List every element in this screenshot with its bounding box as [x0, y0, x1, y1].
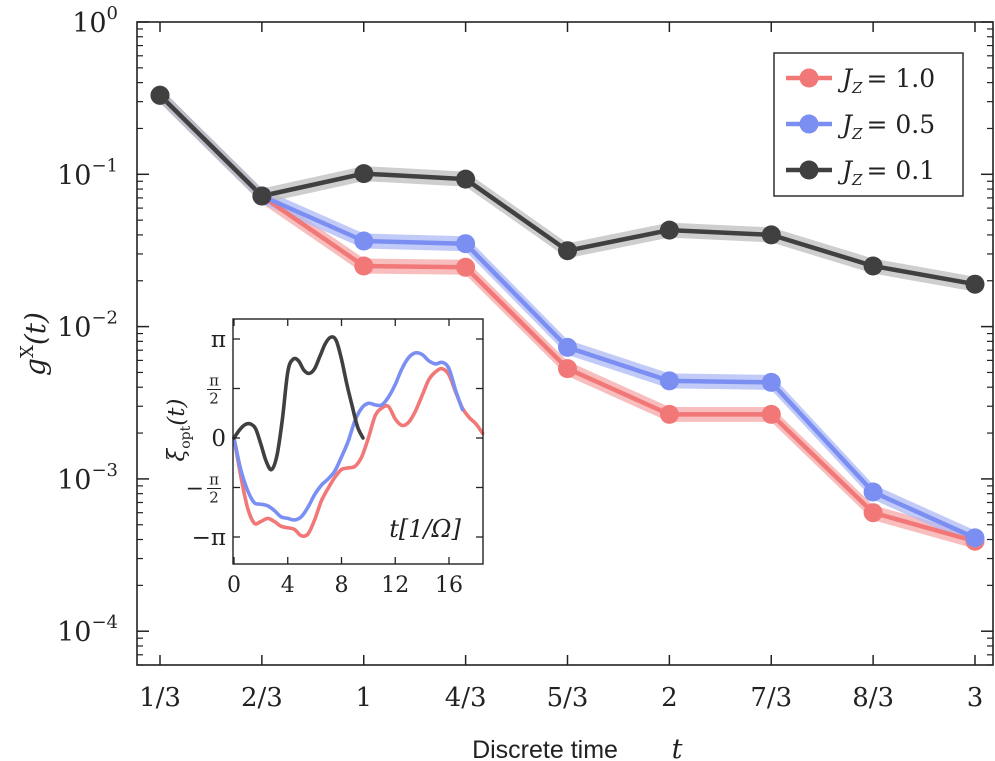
- legend-marker-0: [799, 68, 819, 88]
- series-1-point-2: [354, 231, 374, 251]
- series-1-point-8: [965, 528, 985, 548]
- inset-frame: [232, 318, 484, 565]
- series-0-point-4: [558, 359, 577, 379]
- series-0-point-6: [761, 404, 781, 424]
- x-tick-label-3: 4/3: [445, 683, 487, 713]
- inset-y-label: ξopt(t): [164, 399, 194, 462]
- inset-y-tick-label-0: π: [211, 327, 226, 353]
- inset-y-tick-num-1: π: [209, 371, 219, 389]
- inset-y-tick-label-3: π2−: [186, 471, 221, 507]
- legend-label-1: JZ = 0.5: [837, 110, 935, 143]
- main-y-ticks: 100 10−1 10−2 10−3 10−4: [57, 3, 993, 666]
- inset-x-tick-label-3: 12: [381, 573, 409, 598]
- legend-items: JZ = 1.0 JZ = 0.5 JZ = 0.1: [786, 64, 935, 189]
- series-2-point-4: [558, 241, 577, 261]
- x-tick-label-4: 5/3: [547, 683, 589, 713]
- inset-x-ticks: 0 4 8 12 16: [227, 319, 463, 598]
- inset-y-tick-den-1: 2: [209, 389, 219, 407]
- series-2-point-6: [761, 225, 781, 245]
- x-tick-label-5: 2: [661, 683, 678, 713]
- legend-marker-1: [799, 114, 819, 134]
- series-1-point-6: [761, 372, 781, 392]
- inset-lines: [232, 335, 485, 539]
- x-tick-label-6: 7/3: [750, 683, 792, 713]
- legend-label-0: JZ = 1.0: [837, 64, 935, 97]
- inset-x-tick-label-1: 4: [281, 573, 295, 598]
- main-plot-frame: [136, 21, 994, 666]
- series-2-point-0: [150, 85, 170, 105]
- y-tick-label-2: 10−2: [57, 308, 118, 344]
- legend-marker-2: [799, 160, 819, 180]
- series-0-point-7: [863, 503, 883, 523]
- x-axis-label: Discrete time t: [472, 734, 683, 761]
- series-2-point-1: [252, 186, 272, 206]
- inset-series-line-1: [232, 350, 465, 522]
- series-1-point-4: [558, 337, 577, 357]
- x-axis-label-text: Discrete time: [472, 736, 618, 761]
- inset-y-label-sym: ξ: [164, 447, 190, 461]
- y-tick-label-1: 10−1: [57, 155, 118, 191]
- x-tick-label-7: 8/3: [852, 683, 894, 713]
- series-1-point-5: [659, 371, 679, 391]
- inset-series-line-0: [232, 366, 485, 539]
- inset-y-label-arg: (t): [164, 399, 190, 426]
- series-0-point-3: [456, 257, 476, 277]
- y-axis-label-sup: X: [17, 345, 38, 358]
- inset-y-label-sub: opt: [178, 425, 194, 448]
- inset-y-tick-num-3: π: [209, 471, 219, 489]
- series-0-point-2: [354, 256, 374, 276]
- y-axis-label-arg: (t): [19, 312, 52, 345]
- legend-label-2: JZ = 0.1: [837, 156, 935, 189]
- main-plot: 1/3 2/3 1 4/3 5/3 2 7/3 8/3 3 100 10−1 10−2 10−3 10−…: [57, 3, 994, 713]
- legend: JZ = 1.0 JZ = 0.5 JZ = 0.1: [773, 52, 964, 197]
- inset-y-tick-den-3: 2: [209, 489, 219, 507]
- inset-y-tick-label-4: −π: [192, 525, 226, 551]
- inset-x-tick-label-4: 16: [435, 573, 463, 598]
- series-2-point-7: [863, 256, 883, 276]
- series-0-point-5: [659, 404, 679, 424]
- x-tick-label-1: 2/3: [241, 683, 283, 713]
- inset-x-tick-label-2: 8: [335, 573, 349, 598]
- series-1-point-3: [456, 234, 476, 254]
- series-1-point-7: [863, 482, 883, 502]
- y-tick-label-3: 10−3: [57, 460, 118, 496]
- inset-x-tick-label-0: 0: [227, 573, 241, 598]
- series-2-point-8: [965, 274, 985, 294]
- inset-y-tick-label-2: 0: [211, 426, 226, 452]
- inset-y-tick-label-1: π2: [207, 371, 221, 407]
- y-tick-label-4: 10−4: [57, 612, 118, 648]
- y-axis-label: gX(t): [17, 312, 52, 376]
- series-2-point-2: [354, 164, 374, 184]
- inset-y-tick-sign-3: −: [186, 477, 204, 502]
- series-2-point-5: [659, 220, 679, 240]
- inset-series-line-2: [232, 335, 365, 472]
- x-tick-label-2: 1: [355, 683, 372, 713]
- x-tick-label-0: 1/3: [139, 683, 181, 713]
- main-x-ticks: 1/3 2/3 1 4/3 5/3 2 7/3 8/3 3: [139, 22, 983, 713]
- y-tick-label-0: 100: [72, 3, 118, 39]
- main-markers: [150, 85, 985, 551]
- series-2-point-3: [456, 169, 476, 189]
- y-axis-label-base: g: [19, 358, 52, 376]
- x-axis-label-symbol: t: [672, 734, 683, 761]
- x-tick-label-8: 3: [967, 683, 984, 713]
- inset-x-label: t[1/Ω]: [389, 515, 461, 543]
